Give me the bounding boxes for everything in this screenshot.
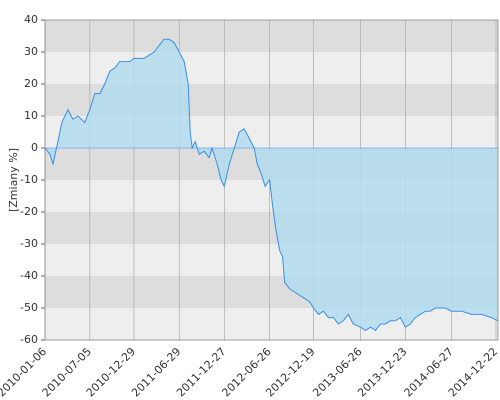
y-tick-label: -10 bbox=[20, 173, 38, 186]
y-tick-label: 20 bbox=[24, 77, 38, 90]
band bbox=[45, 20, 498, 52]
y-tick-label: 0 bbox=[31, 141, 38, 154]
y-tick-label: 40 bbox=[24, 13, 38, 26]
series-line bbox=[44, 38, 499, 332]
y-tick-label: -20 bbox=[20, 205, 38, 218]
y-tick-label: -60 bbox=[20, 333, 38, 346]
area-fill bbox=[45, 39, 498, 331]
y-axis-label: [Zmiany %] bbox=[7, 148, 20, 212]
y-tick-label: 10 bbox=[24, 109, 38, 122]
band bbox=[45, 308, 498, 340]
y-tick-label: -50 bbox=[20, 301, 38, 314]
y-tick-label: -30 bbox=[20, 237, 38, 250]
y-tick-label: 30 bbox=[24, 45, 38, 58]
plot-border bbox=[44, 19, 499, 341]
y-tick-label: -40 bbox=[20, 269, 38, 282]
